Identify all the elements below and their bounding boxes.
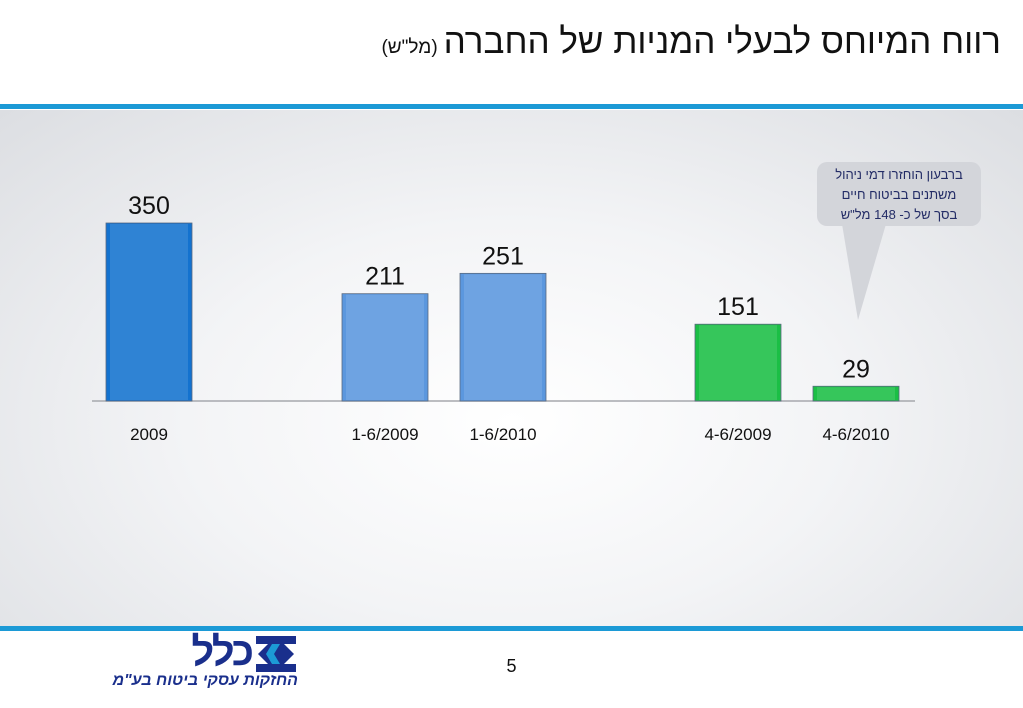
data-label-4: 29 [842,355,870,383]
callout-line-3: בסך של כ- 148 מל"ש [840,207,958,222]
category-label-4: 4-6/2010 [822,425,889,444]
bottom-accent-rule [0,626,1023,631]
logo-tagline: החזקות עסקי ביטוח בע"מ [112,672,298,689]
data-label-0: 350 [128,192,170,220]
bar-1 [341,293,429,402]
company-logo: כלל החזקות עסקי ביטוח בע"מ [36,630,298,692]
bar-2 [459,272,547,402]
callout-note: ברבעון הוחזרו דמי ניהול משתנים בביטוח חי… [817,162,981,226]
category-label-3: 4-6/2009 [704,425,771,444]
title-unit: (מל"ש) [381,37,438,58]
logo-brand: כלל [191,630,254,674]
callout-pointer [842,224,886,320]
page-number: 5 [506,656,517,676]
bar-4 [812,385,900,402]
logo-mark-icon [256,636,296,672]
top-accent-rule [0,104,1023,109]
bar-highlight-4 [817,387,895,400]
category-label-2: 1-6/2010 [469,425,536,444]
data-label-2: 251 [482,242,524,270]
bar-highlight-2 [464,274,542,400]
callout-line-2: משתנים בביטוח חיים [841,187,957,202]
bar-3 [694,323,782,402]
bar-0 [105,222,193,402]
data-label-3: 151 [717,293,759,321]
page-title: רווח המיוחס לבעלי המניות של החברה(מל"ש) [381,22,1001,62]
bar-highlight-3 [699,325,777,400]
category-label-1: 1-6/2009 [351,425,418,444]
callout-line-1: ברבעון הוחזרו דמי ניהול [835,167,963,182]
bar-highlight-0 [110,224,188,400]
bar-highlight-1 [346,294,424,400]
category-label-0: 2009 [130,425,168,444]
title-main: רווח המיוחס לבעלי המניות של החברה [443,22,1001,61]
data-label-1: 211 [365,263,405,291]
